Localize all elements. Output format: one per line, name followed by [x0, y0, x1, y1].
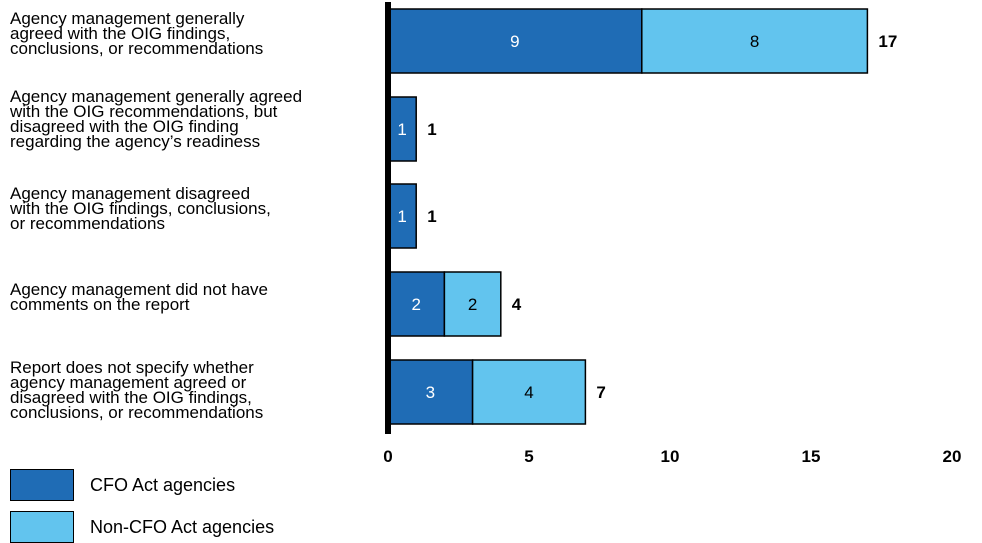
bar-value-label: 3 [426, 383, 435, 402]
x-tick-label: 5 [524, 447, 533, 466]
legend-swatch [10, 469, 74, 501]
bar-total-label: 4 [512, 295, 522, 314]
bar-cfo-act-agencies-3 [387, 183, 417, 249]
bar-cfo-act-agencies-2 [387, 96, 417, 162]
bar-non-cfo-act-agencies-4 [443, 271, 502, 337]
bars-group: 9 8 17 1 1 1 1 2 2 4 3 4 7 [387, 8, 897, 425]
category-label: Agency management generally agreed with … [10, 9, 264, 58]
bar-total-label: 7 [596, 383, 605, 402]
bar-total-label: 1 [427, 207, 436, 226]
bar-total-label: 17 [878, 32, 897, 51]
x-tick-label: 20 [943, 447, 962, 466]
bar-total-label: 1 [427, 120, 436, 139]
x-axis-ticks: 0 5 10 15 20 [383, 447, 961, 466]
x-tick-label: 10 [661, 447, 680, 466]
bar-non-cfo-act-agencies-5 [471, 359, 587, 425]
bar-value-label: 2 [411, 295, 420, 314]
bar-value-label: 2 [468, 295, 477, 314]
x-tick-label: 15 [802, 447, 821, 466]
category-label: Agency management generally agreed with … [10, 87, 303, 151]
bar-value-label: 8 [750, 32, 759, 51]
legend-label: CFO Act agencies [90, 475, 236, 495]
legend-label: Non-CFO Act agencies [90, 517, 275, 537]
category-label: Agency management did not have comments … [10, 280, 269, 314]
bar-value-label: 9 [510, 32, 519, 51]
bar-value-label: 4 [524, 383, 533, 402]
category-label: Agency management disagreed with the OIG… [10, 184, 271, 233]
category-label: Report does not specify whether agency m… [10, 358, 264, 422]
x-tick-label: 0 [383, 447, 392, 466]
bar-value-label: 1 [397, 120, 406, 139]
bar-non-cfo-act-agencies-1 [641, 8, 869, 74]
bar-value-label: 1 [397, 207, 406, 226]
legend-swatch [10, 511, 74, 543]
